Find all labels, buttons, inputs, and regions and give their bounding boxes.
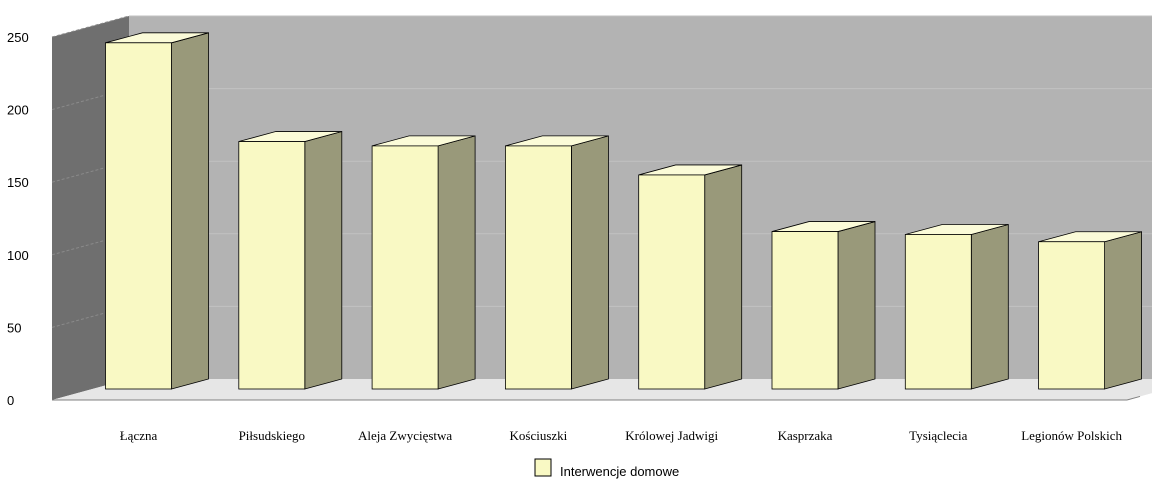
y-tick-label: 200 xyxy=(7,103,29,118)
y-tick-label: 100 xyxy=(7,248,29,263)
x-tick-label: Kościuszki xyxy=(510,428,568,443)
bar xyxy=(904,223,1009,390)
bar xyxy=(238,131,343,390)
bar-front xyxy=(238,141,306,390)
x-tick-label: Kasprzaka xyxy=(778,428,833,443)
bar xyxy=(371,135,476,390)
bar-side xyxy=(571,135,609,390)
bar xyxy=(638,164,743,390)
legend: Interwencje domowe xyxy=(534,458,679,479)
bar-side xyxy=(1104,231,1142,390)
legend-swatch xyxy=(534,458,552,477)
x-tick-label: Królowej Jadwigi xyxy=(625,428,718,443)
bar xyxy=(504,135,609,390)
bar-side xyxy=(304,131,343,390)
y-tick-label: 250 xyxy=(7,30,29,45)
bar-front xyxy=(504,145,572,390)
bar-front xyxy=(105,42,172,390)
x-axis-labels: Łączna Piłsudskiego Aleja Zwycięstwa Kościu… xyxy=(120,428,1123,443)
bar xyxy=(1038,231,1142,390)
x-tick-label: Tysiąclecia xyxy=(909,428,968,443)
bar-side xyxy=(704,164,743,390)
legend-label: Interwencje domowe xyxy=(560,464,679,479)
bar-front xyxy=(1038,241,1105,390)
bar-front xyxy=(638,174,706,390)
gridline-side xyxy=(51,15,130,38)
floor-right-edge xyxy=(1126,395,1141,401)
bar xyxy=(771,221,876,390)
y-axis-ticks: 0 50 100 150 200 250 xyxy=(7,30,29,408)
y-tick-label: 0 xyxy=(7,393,14,408)
bar-front xyxy=(771,231,839,390)
bar-side xyxy=(437,135,476,390)
bar-side xyxy=(970,223,1009,390)
y-tick-label: 150 xyxy=(7,175,29,190)
bars xyxy=(105,32,1142,390)
bar-front xyxy=(371,145,439,390)
x-tick-label: Legionów Polskich xyxy=(1021,428,1122,443)
bar-side xyxy=(171,32,209,390)
y-tick-label: 50 xyxy=(7,320,21,335)
bar-side xyxy=(837,221,876,390)
x-tick-label: Piłsudskiego xyxy=(239,428,305,443)
bar xyxy=(105,32,209,390)
bar-front xyxy=(904,234,972,390)
x-tick-label: Łączna xyxy=(120,428,158,443)
floor xyxy=(52,379,1152,400)
x-tick-label: Aleja Zwycięstwa xyxy=(358,428,452,443)
